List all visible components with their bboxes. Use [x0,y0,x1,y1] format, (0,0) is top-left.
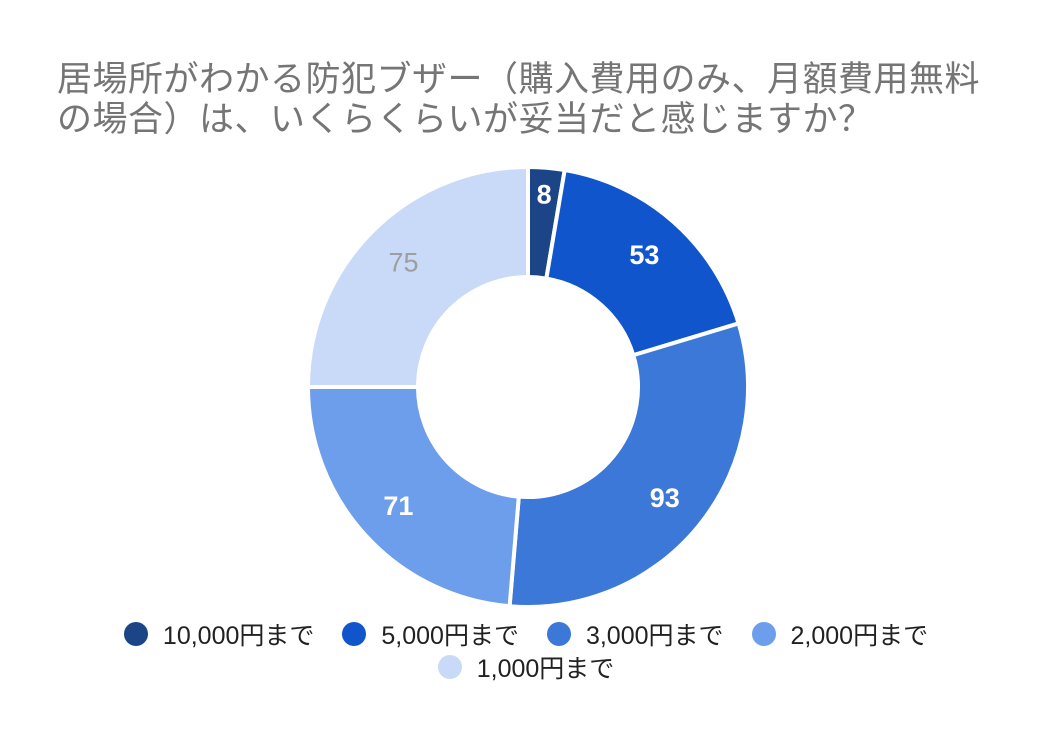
legend: 10,000円まで 5,000円まで 3,000円まで 2,000円まで 1,000円… [0,616,1052,685]
legend-item-2[interactable]: 3,000円まで [546,616,724,652]
legend-label-2: 3,000円まで [585,622,724,650]
legend-item-1[interactable]: 5,000円まで [342,616,519,652]
legend-label-1: 5,000円まで [381,622,519,650]
pie-slice-4[interactable] [305,164,530,389]
chart-title: 居場所がわかる防犯ブザー（購入費用のみ、月額費用無料 の場合）は、いくらくらいが… [57,60,1007,140]
legend-label-3: 2,000円まで [790,622,929,650]
legend-row-2: 1,000円まで [437,649,615,685]
legend-swatch-icon [437,655,462,679]
legend-label-0: 10,000円まで [162,622,315,650]
legend-swatch-icon [123,622,148,646]
legend-label-4: 1,000円まで [476,655,615,683]
legend-row-1: 10,000円まで 5,000円まで 3,000円まで 2,000円まで [123,616,929,652]
legend-swatch-icon [546,622,571,646]
legend-item-0[interactable]: 10,000円まで [123,616,315,652]
chart-title-line-2: の場合）は、いくらくらいが妥当だと感じますか？ [57,100,874,139]
legend-swatch-icon [342,622,367,646]
chart-title-line-1: 居場所がわかる防犯ブザー（購入費用のみ、月額費用無料 [57,60,981,99]
pie-slice-2[interactable] [507,320,750,609]
pie-slice-1[interactable] [544,167,742,358]
legend-item-3[interactable]: 2,000円まで [751,616,929,652]
legend-item-4[interactable]: 1,000円まで [437,649,615,685]
pie-slice-3[interactable] [305,385,521,609]
legend-swatch-icon [751,622,776,646]
